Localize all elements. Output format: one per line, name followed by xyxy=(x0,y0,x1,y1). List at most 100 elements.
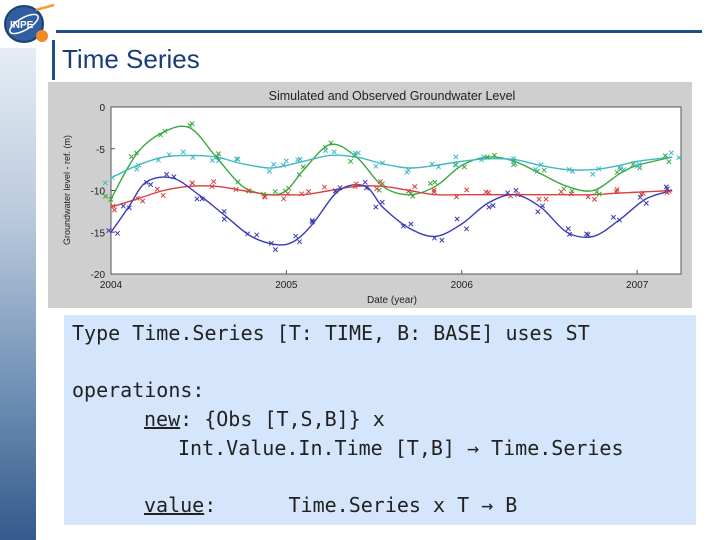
observed-marker xyxy=(280,162,286,168)
observed-marker xyxy=(190,154,196,160)
observed-marker xyxy=(134,195,140,201)
code-line-new-continued: Int.Value.In.Time [T,B] → Time.Series xyxy=(178,436,624,460)
observed-marker xyxy=(211,178,217,185)
observed-marker xyxy=(408,221,414,227)
observed-marker xyxy=(166,152,172,158)
observed-marker xyxy=(194,196,200,202)
observed-marker xyxy=(297,156,303,162)
observed-marker xyxy=(505,190,511,196)
observed-marker xyxy=(566,167,572,173)
observed-marker xyxy=(585,194,591,200)
observed-marker xyxy=(337,185,343,191)
observed-marker xyxy=(352,150,358,156)
sidebar-gradient xyxy=(0,48,36,540)
observed-marker xyxy=(148,182,154,188)
inpe-logo: INPE xyxy=(4,3,55,43)
observed-marker xyxy=(379,160,386,166)
op-value: value xyxy=(144,493,205,517)
observed-marker xyxy=(271,161,277,167)
observed-marker xyxy=(221,216,227,222)
observed-marker xyxy=(235,156,241,162)
observed-marker xyxy=(353,181,359,187)
observed-marker xyxy=(262,194,268,200)
slide-title: Time Series xyxy=(62,44,200,74)
observed-marker xyxy=(431,187,437,193)
x-tick-label: 2005 xyxy=(275,280,298,291)
observed-marker xyxy=(610,214,616,220)
observed-marker xyxy=(483,189,489,195)
observed-marker xyxy=(636,162,642,168)
observed-marker xyxy=(512,161,518,167)
observed-marker xyxy=(432,179,438,185)
x-tick-label: 2006 xyxy=(451,280,474,291)
observed-marker xyxy=(662,153,668,159)
observed-marker xyxy=(162,128,168,134)
observed-marker xyxy=(246,188,252,194)
code-line-type-decl: Type Time.Series [T: TIME, B: BASE] uses… xyxy=(72,321,590,345)
observed-marker xyxy=(614,187,620,193)
observed-marker xyxy=(309,219,316,225)
y-tick-label: -5 xyxy=(96,145,105,156)
observed-marker xyxy=(643,200,649,206)
observed-marker xyxy=(285,191,291,197)
y-tick-label: -20 xyxy=(91,270,106,281)
observed-marker xyxy=(209,157,216,163)
observed-marker xyxy=(155,157,161,163)
code-box: Type Time.Series [T: TIME, B: BASE] uses… xyxy=(64,315,696,525)
op-new: new xyxy=(144,407,181,431)
observed-marker xyxy=(565,226,571,232)
observed-marker xyxy=(348,158,354,164)
observed-marker xyxy=(431,235,438,241)
observed-marker xyxy=(363,185,370,191)
observed-marker xyxy=(614,169,620,175)
observed-marker xyxy=(541,167,547,173)
observed-marker xyxy=(532,166,538,172)
observed-marker xyxy=(309,217,315,224)
observed-marker xyxy=(160,192,166,198)
observed-marker xyxy=(558,189,564,195)
observed-marker xyxy=(481,154,487,160)
observed-marker xyxy=(410,193,416,199)
observed-marker xyxy=(272,189,278,195)
observed-marker xyxy=(245,231,251,237)
observed-marker xyxy=(664,186,670,192)
y-tick-label: 0 xyxy=(99,103,105,114)
observed-marker xyxy=(362,179,368,185)
observed-marker xyxy=(668,150,674,156)
observed-marker xyxy=(286,185,292,191)
observed-marker xyxy=(585,232,591,238)
header-rule xyxy=(56,30,702,33)
code-line-value: value: Time.Series x T → B xyxy=(144,493,517,517)
observed-marker xyxy=(637,194,643,200)
observed-marker xyxy=(490,202,496,209)
observed-marker xyxy=(453,162,459,168)
observed-marker xyxy=(164,171,170,177)
observed-marker xyxy=(214,154,220,160)
observed-marker xyxy=(299,191,305,197)
observed-marker xyxy=(235,179,241,185)
observed-marker xyxy=(510,155,517,161)
series-line-2 xyxy=(110,185,673,208)
observed-marker xyxy=(268,240,274,246)
observed-marker xyxy=(453,154,459,160)
observed-marker xyxy=(379,199,385,205)
observed-marker xyxy=(199,196,205,202)
observed-marker xyxy=(102,180,108,186)
observed-marker xyxy=(491,152,498,158)
observed-marker xyxy=(158,132,164,138)
observed-marker xyxy=(109,174,115,180)
observed-marker xyxy=(676,155,682,161)
observed-marker xyxy=(331,149,337,155)
observed-marker xyxy=(135,162,142,168)
observed-marker xyxy=(140,198,146,204)
x-tick-label: 2004 xyxy=(100,280,123,291)
chart-panel: Simulated and Observed Groundwater Level… xyxy=(48,82,692,308)
observed-marker xyxy=(321,184,327,190)
title-accent-bar xyxy=(52,40,55,80)
observed-marker xyxy=(221,208,227,214)
observed-marker xyxy=(171,174,177,180)
observed-marker xyxy=(594,189,600,195)
observed-marker xyxy=(233,186,239,192)
observed-marker xyxy=(143,179,150,185)
observed-marker xyxy=(297,239,303,245)
